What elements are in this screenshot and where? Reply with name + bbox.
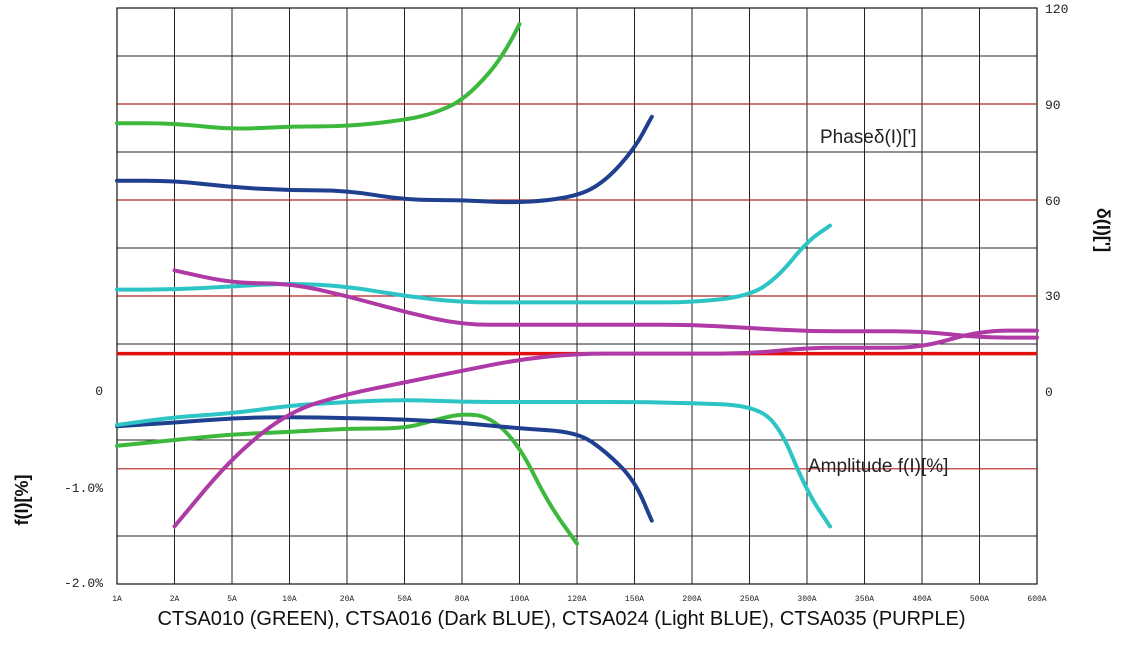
right-tick-60: 60 — [1045, 194, 1061, 209]
chart-labels: 0 -1.0% -2.0% 120 90 60 30 0 Phaseδ(I)['… — [12, 2, 1113, 591]
x-tick-label: 5A — [227, 595, 237, 604]
right-tick-120: 120 — [1045, 2, 1068, 17]
amplitude-series-ctsa010 — [115, 412, 579, 546]
right-tick-0: 0 — [1045, 385, 1053, 400]
right-axis-label: δ(I)['] — [1093, 208, 1113, 252]
x-tick-label: 10A — [282, 595, 297, 604]
x-tick-label: 80A — [455, 595, 470, 604]
left-axis-label: f(I)[%] — [12, 475, 32, 526]
x-tick-label: 1A — [112, 595, 122, 604]
x-tick-label: 100A — [510, 595, 529, 604]
right-tick-30: 30 — [1045, 289, 1061, 304]
x-tick-label: 20A — [340, 595, 355, 604]
x-tick-label: 200A — [682, 595, 701, 604]
x-tick-labels: 1A 2A 5A 10A 20A 50A 80A 100A 120A 150A 200A 250A 30… — [112, 595, 1047, 604]
amplitude-series-ctsa035 — [172, 328, 1040, 529]
x-tick-label: 400A — [912, 595, 931, 604]
amplitude-series-ctsa024 — [115, 398, 832, 529]
x-tick-label: 250A — [740, 595, 759, 604]
phase-amplitude-chart: 0 -1.0% -2.0% 120 90 60 30 0 Phaseδ(I)['… — [12, 2, 1113, 604]
x-tick-label: 150A — [625, 595, 644, 604]
x-tick-label: 50A — [397, 595, 412, 604]
phase-series-ctsa024 — [115, 223, 832, 305]
phase-annotation: Phaseδ(I)['] — [820, 127, 917, 148]
phase-series-ctsa016 — [115, 114, 654, 205]
x-tick-label: 600A — [1027, 595, 1046, 604]
left-tick-neg2: -2.0% — [64, 576, 103, 591]
right-tick-90: 90 — [1045, 98, 1061, 113]
left-tick-neg1: -1.0% — [64, 481, 103, 496]
x-tick-label: 2A — [170, 595, 180, 604]
amplitude-series-ctsa016 — [115, 415, 654, 523]
chart-grid — [116, 7, 1038, 585]
phase-series-ctsa010 — [115, 22, 522, 131]
chart-series — [115, 22, 1040, 546]
phase-series-ctsa035 — [172, 268, 1040, 340]
left-tick-0: 0 — [95, 384, 103, 399]
x-tick-label: 120A — [567, 595, 586, 604]
amplitude-annotation: Amplitude f(I)[%] — [808, 456, 948, 477]
x-tick-label: 350A — [855, 595, 874, 604]
x-tick-label: 300A — [797, 595, 816, 604]
chart-caption: CTSA010 (GREEN), CTSA016 (Dark BLUE), CT… — [157, 608, 966, 630]
x-tick-label: 500A — [970, 595, 989, 604]
